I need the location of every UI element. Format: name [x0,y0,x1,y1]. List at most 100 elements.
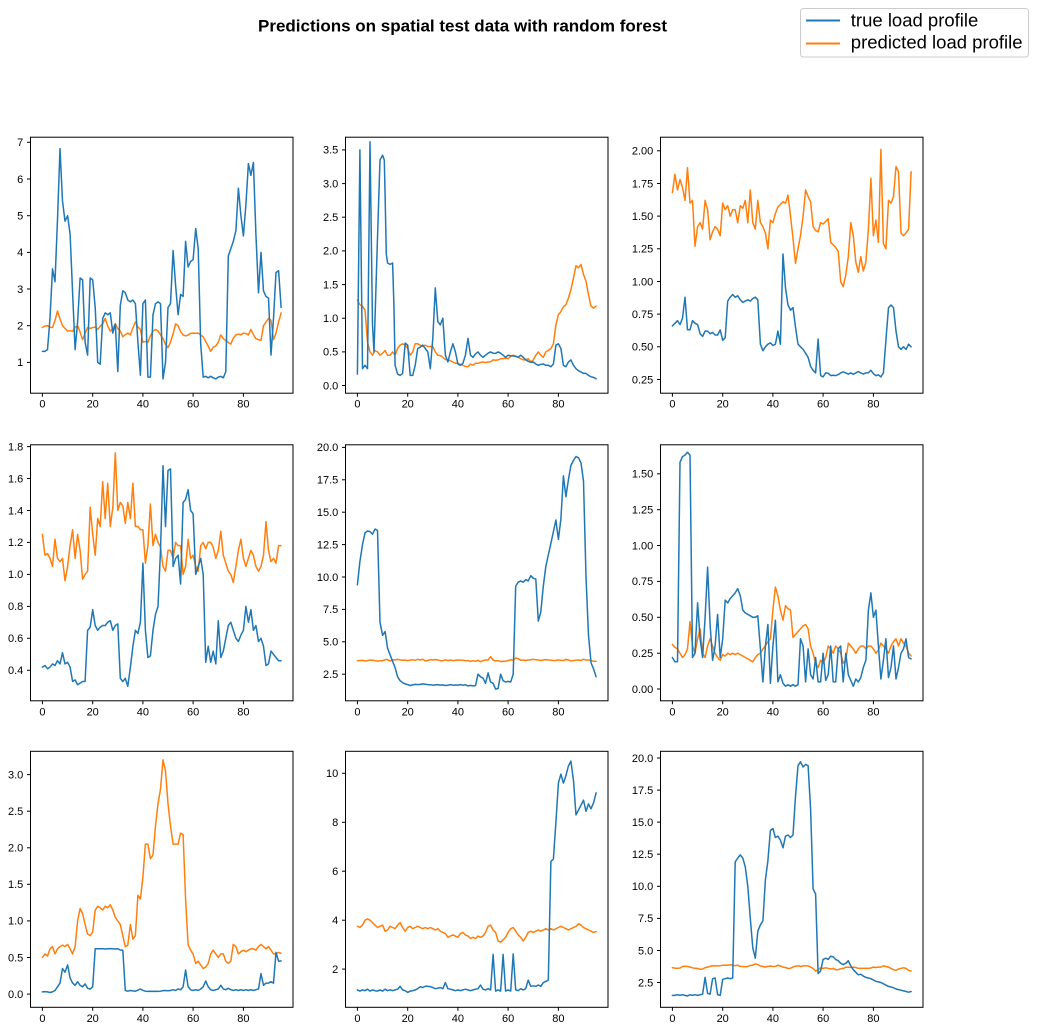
svg-text:0.50: 0.50 [632,342,653,354]
svg-text:2.5: 2.5 [638,977,653,989]
svg-text:20: 20 [717,1013,729,1025]
svg-text:0.75: 0.75 [632,309,653,321]
svg-text:40: 40 [767,399,779,411]
svg-text:1.8: 1.8 [8,441,23,453]
svg-text:1: 1 [17,357,23,369]
svg-text:60: 60 [187,1013,199,1025]
svg-text:40: 40 [767,706,779,718]
svg-text:0.5: 0.5 [8,952,23,964]
svg-text:60: 60 [817,706,829,718]
svg-text:0: 0 [39,706,45,718]
svg-text:2: 2 [332,964,338,976]
svg-text:80: 80 [552,399,564,411]
svg-text:1.2: 1.2 [8,537,23,549]
svg-text:1.0: 1.0 [8,569,23,581]
svg-text:1.0: 1.0 [8,916,23,928]
svg-text:6: 6 [17,174,23,186]
svg-text:60: 60 [502,1013,514,1025]
svg-text:17.5: 17.5 [317,475,338,487]
svg-text:7.5: 7.5 [638,913,653,925]
svg-text:5: 5 [17,211,23,223]
svg-text:20: 20 [402,399,414,411]
svg-text:20: 20 [717,706,729,718]
svg-text:2.5: 2.5 [323,669,338,681]
svg-text:0: 0 [354,399,360,411]
svg-text:60: 60 [187,706,199,718]
svg-text:40: 40 [452,399,464,411]
svg-text:80: 80 [237,706,249,718]
svg-text:0: 0 [669,706,675,718]
svg-text:0.00: 0.00 [632,684,653,696]
svg-text:0: 0 [39,399,45,411]
svg-text:20: 20 [87,706,99,718]
svg-text:15.0: 15.0 [317,507,338,519]
svg-text:predicted load profile: predicted load profile [851,32,1023,53]
svg-text:1.50: 1.50 [632,211,653,223]
svg-text:60: 60 [817,399,829,411]
svg-text:2.0: 2.0 [8,843,23,855]
svg-text:20: 20 [87,1013,99,1025]
svg-text:0.6: 0.6 [8,633,23,645]
svg-text:60: 60 [817,1013,829,1025]
svg-text:40: 40 [452,706,464,718]
svg-text:40: 40 [137,399,149,411]
svg-text:2.00: 2.00 [632,146,653,158]
svg-text:5.0: 5.0 [323,637,338,649]
svg-text:0: 0 [39,1013,45,1025]
svg-text:3.5: 3.5 [323,145,338,157]
svg-text:5.0: 5.0 [638,945,653,957]
svg-text:0.25: 0.25 [632,648,653,660]
svg-text:0: 0 [354,1013,360,1025]
svg-text:80: 80 [552,1013,564,1025]
svg-text:0.25: 0.25 [632,374,653,386]
svg-text:0.0: 0.0 [323,380,338,392]
svg-text:0.50: 0.50 [632,612,653,624]
svg-text:60: 60 [502,706,514,718]
svg-text:80: 80 [237,1013,249,1025]
svg-text:40: 40 [137,706,149,718]
svg-text:0.4: 0.4 [8,665,23,677]
svg-text:20: 20 [87,399,99,411]
svg-text:80: 80 [867,399,879,411]
svg-text:40: 40 [452,1013,464,1025]
svg-text:Predictions on spatial test da: Predictions on spatial test data with ra… [258,17,667,36]
svg-text:2.0: 2.0 [323,246,338,258]
svg-text:2: 2 [17,321,23,333]
svg-text:3.0: 3.0 [8,769,23,781]
svg-text:10: 10 [326,768,338,780]
svg-text:20.0: 20.0 [632,753,653,765]
svg-text:1.75: 1.75 [632,178,653,190]
svg-text:0.0: 0.0 [8,989,23,1001]
svg-text:0: 0 [669,1013,675,1025]
svg-text:0.5: 0.5 [323,347,338,359]
svg-text:17.5: 17.5 [632,785,653,797]
svg-text:7: 7 [17,137,23,149]
svg-text:1.25: 1.25 [632,505,653,517]
svg-text:80: 80 [867,1013,879,1025]
svg-text:15.0: 15.0 [632,817,653,829]
svg-text:80: 80 [237,399,249,411]
svg-text:10.0: 10.0 [317,572,338,584]
svg-text:1.5: 1.5 [8,879,23,891]
svg-text:1.4: 1.4 [8,505,23,517]
svg-text:1.5: 1.5 [323,279,338,291]
svg-text:20: 20 [402,706,414,718]
svg-text:12.5: 12.5 [632,849,653,861]
svg-text:0: 0 [354,706,360,718]
svg-text:60: 60 [502,399,514,411]
svg-text:0.75: 0.75 [632,576,653,588]
svg-text:1.00: 1.00 [632,276,653,288]
svg-text:2.5: 2.5 [323,212,338,224]
svg-text:80: 80 [552,706,564,718]
svg-text:4: 4 [332,915,338,927]
svg-text:80: 80 [867,706,879,718]
svg-text:60: 60 [187,399,199,411]
svg-text:40: 40 [767,1013,779,1025]
svg-text:0: 0 [669,399,675,411]
svg-text:1.50: 1.50 [632,469,653,481]
svg-text:4: 4 [17,247,23,259]
svg-text:0.8: 0.8 [8,601,23,613]
svg-text:20: 20 [717,399,729,411]
svg-text:2.5: 2.5 [8,806,23,818]
svg-text:true load profile: true load profile [851,10,979,31]
